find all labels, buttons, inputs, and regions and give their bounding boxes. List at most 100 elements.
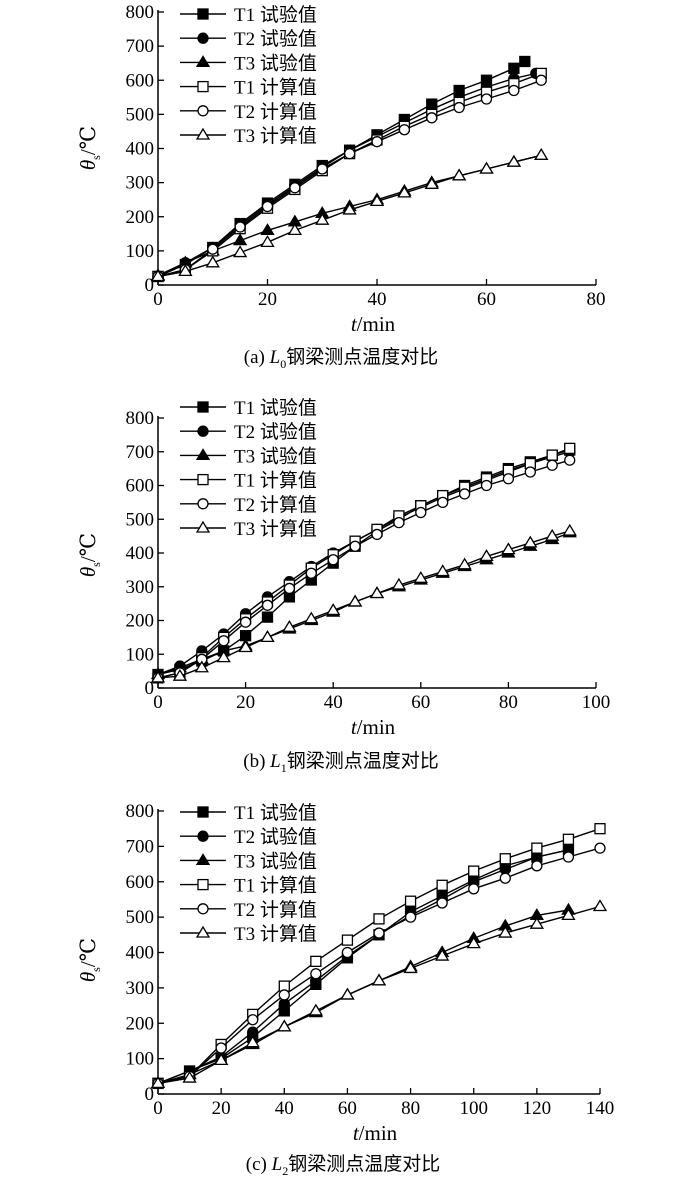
y-tick-label: 200	[126, 207, 155, 228]
y-tick-label: 300	[126, 577, 155, 598]
data-point	[562, 833, 575, 845]
legend-marker	[197, 830, 209, 842]
data-point	[182, 1070, 197, 1083]
y-tick-label: 700	[126, 836, 155, 857]
data-point	[172, 668, 188, 681]
data-point	[594, 842, 606, 854]
data-point	[239, 616, 252, 628]
data-point	[369, 586, 385, 599]
data-point	[519, 55, 531, 68]
x-tick-label: 20	[258, 289, 277, 310]
x-tick-label: 60	[477, 289, 496, 310]
data-point	[468, 865, 480, 877]
series-4	[152, 74, 547, 283]
data-point	[404, 911, 417, 923]
legend-marker	[197, 401, 209, 413]
y-tick-label: 500	[126, 104, 155, 125]
y-tick-label: 500	[126, 509, 155, 530]
data-point	[216, 650, 231, 663]
data-point	[436, 879, 448, 891]
data-point	[373, 927, 385, 939]
legend-marker	[195, 520, 211, 533]
y-tick-label: 700	[126, 442, 155, 463]
x-tick-label: 100	[459, 1098, 488, 1119]
x-tick-label: 40	[324, 692, 343, 713]
figure-caption: (a) L0钢梁测点温度对比	[244, 346, 438, 371]
legend-marker	[197, 473, 209, 486]
x-axis-label: t/min	[351, 312, 396, 336]
data-point	[278, 989, 290, 1001]
data-point	[524, 466, 536, 478]
data-point	[340, 987, 355, 1000]
data-point	[499, 872, 511, 884]
series-5	[150, 523, 577, 683]
data-point	[466, 936, 481, 949]
data-point	[150, 670, 166, 683]
data-point	[213, 1053, 229, 1066]
data-point	[327, 554, 339, 566]
y-tick-label: 300	[126, 978, 155, 999]
x-tick-label: 40	[275, 1098, 294, 1119]
y-tick-label: 100	[126, 1049, 155, 1070]
legend-label: T1 试验值	[234, 802, 317, 824]
data-point	[437, 496, 449, 509]
x-tick-label: 0	[153, 692, 163, 713]
x-tick-label: 40	[368, 289, 387, 310]
legend-entry: T2 计算值	[180, 101, 317, 123]
data-point	[434, 948, 450, 961]
legend-marker	[195, 925, 211, 938]
figure-caption: (c) L2钢梁测点温度对比	[246, 1153, 440, 1178]
y-tick-label: 0	[145, 1084, 155, 1105]
data-point	[261, 599, 274, 611]
chart-panel-2: 0 20 40 60 80 100 120 140 0 100 200 300 400 500 600 700…	[76, 801, 614, 1178]
data-point	[415, 506, 427, 519]
data-point	[531, 842, 543, 854]
data-point	[260, 223, 275, 236]
data-point	[534, 148, 549, 160]
data-point	[283, 582, 296, 595]
data-point	[247, 1014, 259, 1026]
legend-entry: T3 试验值	[180, 445, 317, 467]
legend-marker	[197, 32, 209, 44]
data-point	[562, 851, 575, 863]
data-point	[403, 961, 418, 974]
data-point	[308, 1003, 324, 1016]
data-point	[218, 635, 230, 647]
data-point	[499, 853, 511, 865]
data-point	[261, 611, 274, 623]
legend-label: T1 计算值	[234, 470, 317, 492]
data-point	[398, 124, 411, 136]
data-point	[316, 163, 328, 175]
data-point	[506, 154, 522, 167]
data-point	[261, 200, 274, 213]
data-point	[342, 202, 357, 215]
data-point	[479, 161, 494, 174]
data-point	[436, 897, 448, 909]
y-tick-label: 200	[126, 611, 155, 632]
legend-marker	[195, 853, 211, 866]
data-point	[453, 101, 465, 114]
legend-entry: T1 试验值	[180, 4, 317, 26]
y-axis-label: θs/℃	[76, 533, 103, 577]
y-tick-label: 400	[126, 943, 155, 964]
legend-marker	[197, 425, 209, 437]
series-line	[157, 849, 569, 1085]
data-point	[561, 908, 576, 921]
data-point	[343, 147, 356, 160]
y-tick-label: 300	[126, 173, 155, 194]
data-point	[592, 899, 608, 912]
data-point	[305, 567, 317, 579]
x-axis-label: t/min	[353, 1121, 398, 1145]
y-tick-label: 700	[126, 36, 155, 57]
data-point	[458, 488, 471, 500]
y-tick-label: 400	[126, 543, 155, 564]
data-point	[289, 182, 301, 194]
data-point	[545, 528, 560, 541]
y-axis-label: θs/℃	[76, 126, 103, 170]
data-point	[413, 571, 428, 583]
legend-marker	[195, 55, 211, 68]
chart-panel-1: 0 20 40 60 80 100 0 100 200 300 400 500 600 700 800 t/m…	[76, 397, 610, 775]
legend-entry: T3 计算值	[180, 125, 317, 147]
data-point	[232, 233, 248, 246]
